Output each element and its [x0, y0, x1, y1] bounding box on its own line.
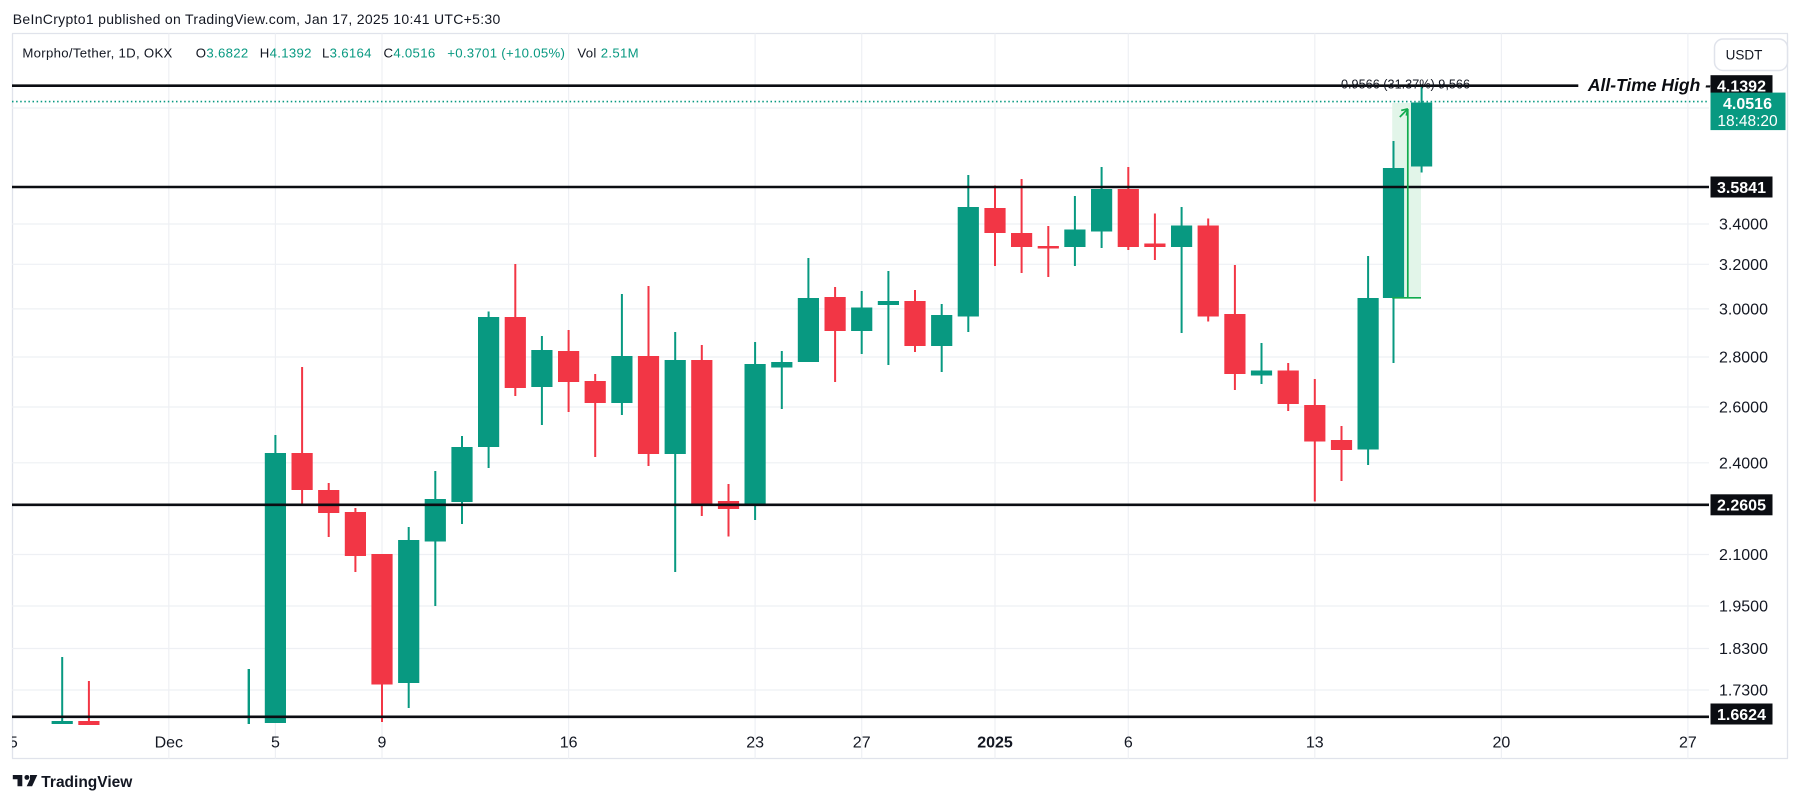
svg-text:4.1392: 4.1392 [1717, 79, 1766, 96]
svg-text:H4.1392: H4.1392 [260, 46, 312, 61]
svg-text:3.4000: 3.4000 [1719, 217, 1768, 234]
svg-text:C4.0516: C4.0516 [384, 46, 436, 61]
svg-text:1.9500: 1.9500 [1719, 599, 1768, 616]
svg-text:Dec: Dec [155, 735, 183, 752]
svg-text:2.6000: 2.6000 [1719, 400, 1768, 417]
svg-text:BeInCrypto1 published on Tradi: BeInCrypto1 published on TradingView.com… [13, 11, 501, 27]
svg-text:+0.3701 (+10.05%): +0.3701 (+10.05%) [447, 46, 565, 61]
svg-text:1.6624: 1.6624 [1717, 707, 1766, 724]
svg-text:23: 23 [746, 735, 764, 752]
svg-text:USDT: USDT [1726, 48, 1763, 63]
svg-text:2.4000: 2.4000 [1719, 455, 1768, 472]
svg-text:25: 25 [0, 735, 18, 752]
svg-text:18:48:20: 18:48:20 [1717, 113, 1778, 130]
svg-text:2.2605: 2.2605 [1717, 498, 1766, 515]
svg-text:9: 9 [378, 735, 387, 752]
svg-text:5: 5 [271, 735, 280, 752]
svg-text:27: 27 [1679, 735, 1697, 752]
svg-text:2.1000: 2.1000 [1719, 547, 1768, 564]
svg-text:0.9566 (31.37%) 9,566: 0.9566 (31.37%) 9,566 [1341, 77, 1470, 91]
svg-text:4.0516: 4.0516 [1723, 96, 1772, 113]
svg-text:27: 27 [853, 735, 871, 752]
svg-text:20: 20 [1493, 735, 1511, 752]
svg-text:13: 13 [1306, 735, 1324, 752]
svg-text:3.5841: 3.5841 [1717, 180, 1766, 197]
svg-text:Morpho/Tether, 1D, OKX: Morpho/Tether, 1D, OKX [22, 46, 172, 61]
svg-text:1.8300: 1.8300 [1719, 641, 1768, 658]
svg-text:2.8000: 2.8000 [1719, 350, 1768, 367]
svg-text:6: 6 [1124, 735, 1133, 752]
svg-text:TradingView: TradingView [41, 774, 133, 791]
svg-text:16: 16 [560, 735, 578, 752]
svg-text:L3.6164: L3.6164 [322, 46, 372, 61]
svg-text:2025: 2025 [977, 735, 1013, 752]
svg-text:All-Time High -: All-Time High - [1587, 75, 1711, 95]
svg-text:O3.6822: O3.6822 [196, 46, 249, 61]
svg-text:1.7300: 1.7300 [1719, 683, 1768, 700]
svg-text:3.0000: 3.0000 [1719, 302, 1768, 319]
svg-text:3.2000: 3.2000 [1719, 257, 1768, 274]
